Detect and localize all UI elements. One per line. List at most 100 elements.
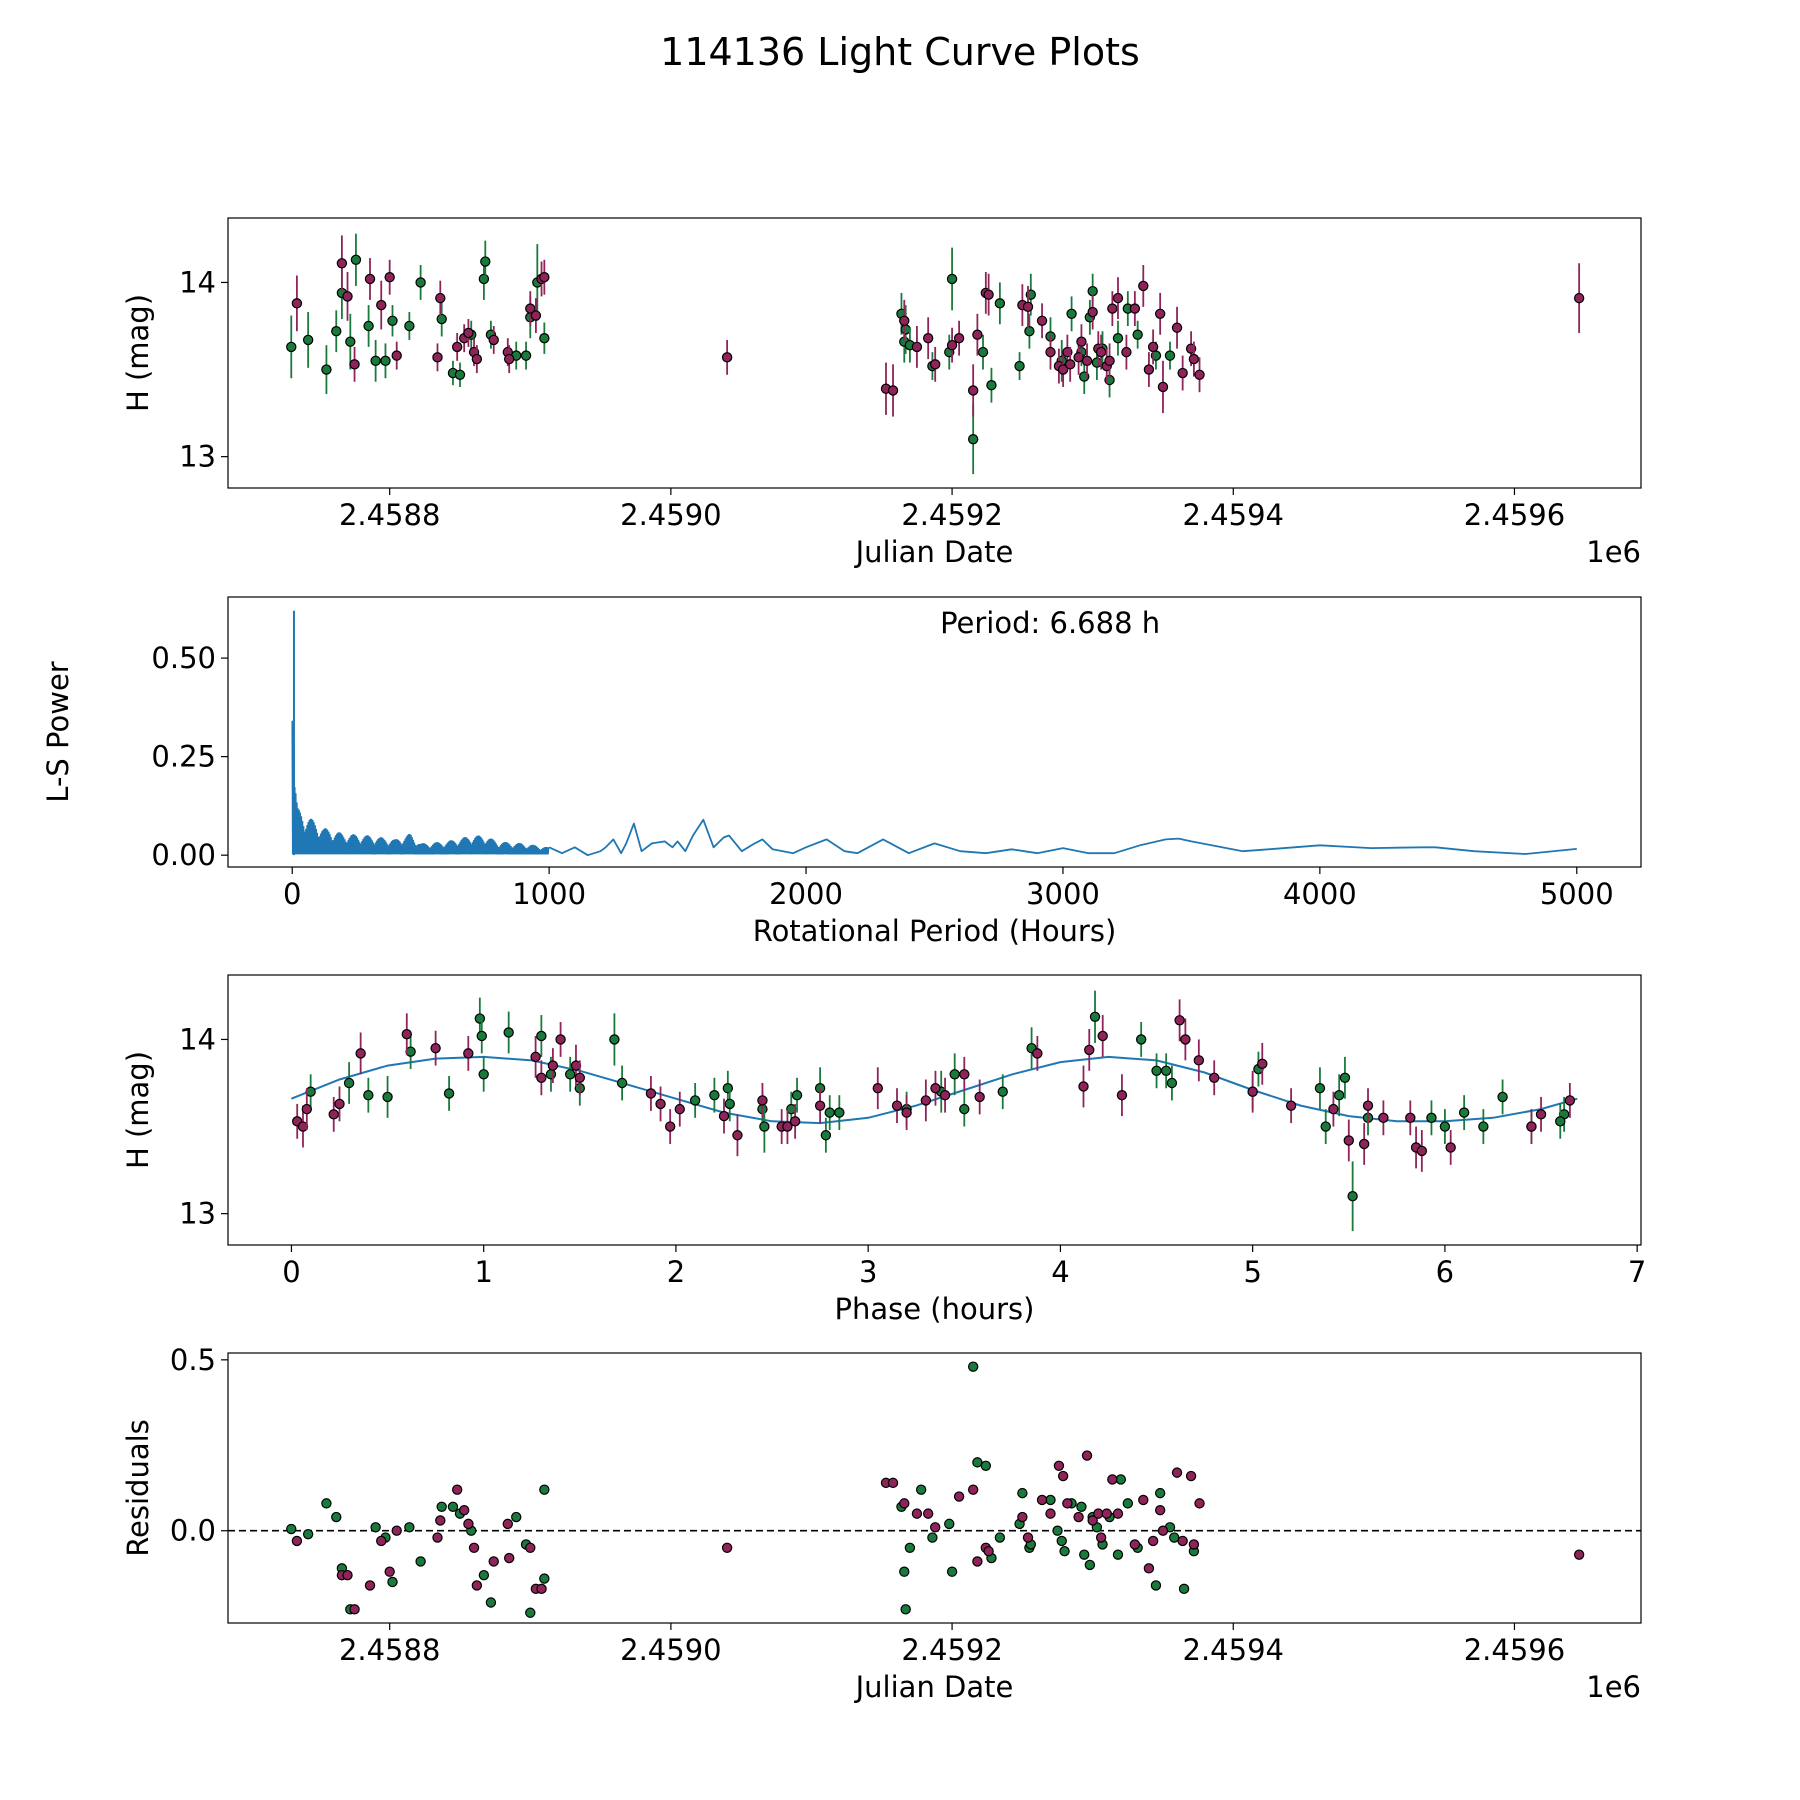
data-point xyxy=(380,355,391,367)
data-point xyxy=(363,320,374,332)
data-point xyxy=(834,1107,845,1118)
data-point xyxy=(525,1607,536,1618)
x-tick-label: 6 xyxy=(1436,1255,1454,1289)
data-point xyxy=(1089,1011,1101,1023)
x-offset-label: 1e6 xyxy=(1586,1670,1641,1704)
data-point xyxy=(1171,322,1183,333)
data-point xyxy=(520,350,532,361)
data-point xyxy=(1157,1525,1169,1536)
data-point xyxy=(946,339,958,351)
data-point xyxy=(1115,1474,1126,1485)
data-point xyxy=(789,1116,801,1127)
y-tick-label: 13 xyxy=(179,1197,216,1231)
data-point xyxy=(1154,308,1166,320)
data-point xyxy=(911,1508,923,1519)
data-point xyxy=(1036,1494,1048,1506)
data-point xyxy=(983,1546,994,1557)
data-point xyxy=(1064,359,1076,370)
period-annotation: Period: 6.688 h xyxy=(940,606,1160,640)
data-point xyxy=(376,299,387,311)
data-point xyxy=(1093,1508,1104,1519)
y-tick-label: 0.00 xyxy=(151,838,216,872)
residuals-data xyxy=(228,1361,1641,1618)
data-point xyxy=(949,1069,960,1080)
data-point xyxy=(530,310,542,321)
data-point xyxy=(1079,1549,1090,1560)
data-point xyxy=(616,1077,628,1089)
data-point xyxy=(343,1077,355,1089)
data-point xyxy=(1526,1121,1537,1132)
data-point xyxy=(900,324,911,335)
y-tick-label: 0.0 xyxy=(170,1514,216,1548)
data-point xyxy=(468,1542,480,1554)
data-point xyxy=(539,1484,550,1495)
data-point xyxy=(384,1566,395,1577)
data-point xyxy=(321,1498,332,1509)
data-point xyxy=(432,352,443,363)
data-point xyxy=(1135,1034,1147,1045)
data-point xyxy=(1076,336,1087,347)
periodogram-panel: 0 1000 2000 3000 4000 5000 0.00 0.25 0.50 Rotatio… xyxy=(41,596,1642,948)
data-point xyxy=(1081,1450,1093,1461)
data-point xyxy=(791,1089,803,1101)
data-point xyxy=(478,273,490,285)
data-point xyxy=(1143,1563,1155,1574)
data-point xyxy=(1160,1065,1172,1077)
y-axis-label: L-S Power xyxy=(41,661,75,802)
data-point xyxy=(946,1566,958,1577)
data-point xyxy=(1104,355,1115,367)
data-point xyxy=(574,1072,586,1083)
data-point xyxy=(930,1083,941,1094)
data-point xyxy=(967,1484,979,1495)
data-point xyxy=(967,1361,979,1372)
data-point xyxy=(1112,1549,1124,1560)
y-tick-label: 0.5 xyxy=(170,1343,216,1377)
data-point xyxy=(387,1576,398,1588)
data-point xyxy=(1045,1494,1056,1506)
data-point xyxy=(1087,285,1098,297)
data-point xyxy=(443,1088,455,1099)
data-point xyxy=(1116,1089,1128,1101)
data-point xyxy=(350,254,362,266)
data-point xyxy=(1073,1511,1084,1523)
residuals-panel: 2.4588 2.4590 2.4592 2.4594 2.4596 0.0 0.5 Juli… xyxy=(121,1343,1642,1704)
data-point xyxy=(1555,1116,1566,1127)
data-point xyxy=(432,1532,443,1543)
data-point xyxy=(972,1556,983,1567)
data-point xyxy=(1247,1086,1258,1097)
periodogram-axes-frame xyxy=(227,596,1642,868)
data-point xyxy=(1084,1044,1095,1056)
x-tick-label: 5 xyxy=(1243,1255,1261,1289)
data-point xyxy=(436,1501,447,1512)
data-point xyxy=(1107,303,1118,314)
x-axis-label: Rotational Period (Hours) xyxy=(753,914,1117,948)
data-point xyxy=(451,1484,463,1495)
data-point xyxy=(709,1089,720,1101)
data-point xyxy=(1091,357,1103,368)
data-point xyxy=(1188,353,1200,365)
data-point xyxy=(1078,1081,1089,1092)
data-point xyxy=(1150,1580,1162,1591)
data-point xyxy=(946,273,958,285)
data-point xyxy=(463,1518,474,1530)
y-tick-label: 0.25 xyxy=(151,740,216,774)
data-point xyxy=(1059,1546,1070,1557)
data-point xyxy=(724,1098,735,1110)
data-point xyxy=(1084,1559,1096,1571)
y-tick-label: 14 xyxy=(179,1022,216,1056)
data-point xyxy=(430,1042,441,1054)
lightcurve-panel: 2.4588 2.4590 2.4592 2.4594 2.4596 13 14 Julian… xyxy=(121,217,1642,569)
data-point xyxy=(547,1060,559,1071)
data-point xyxy=(899,315,910,326)
data-point xyxy=(1112,332,1124,344)
data-point xyxy=(286,341,297,353)
data-point xyxy=(302,1528,314,1540)
data-point xyxy=(384,272,395,283)
x-tick-label: 4 xyxy=(1051,1255,1069,1289)
data-point xyxy=(1045,346,1056,358)
data-point xyxy=(1166,1077,1178,1089)
data-point xyxy=(1112,292,1124,304)
data-point xyxy=(451,341,463,353)
data-point xyxy=(1343,1135,1354,1146)
data-point xyxy=(539,1573,550,1584)
